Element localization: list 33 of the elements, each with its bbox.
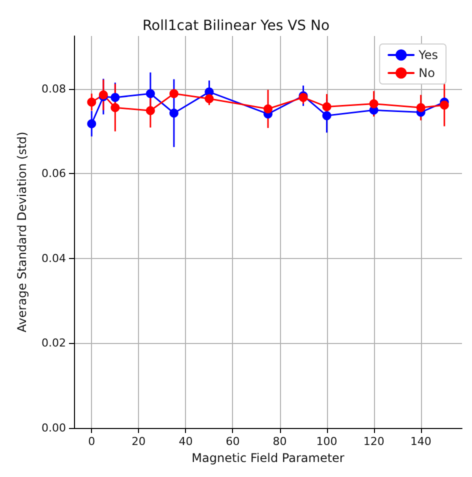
x-tick-label: 0 bbox=[88, 435, 96, 448]
y-tick-label: 0.00 bbox=[42, 422, 66, 434]
point bbox=[87, 119, 96, 128]
point bbox=[146, 106, 155, 116]
point bbox=[322, 102, 332, 112]
x-tick-label: 60 bbox=[226, 435, 240, 448]
point bbox=[169, 108, 178, 118]
point bbox=[369, 99, 378, 108]
point bbox=[169, 89, 178, 98]
x-axis-title: Magnetic Field Parameter bbox=[192, 451, 344, 465]
point bbox=[322, 111, 332, 120]
point bbox=[264, 104, 272, 114]
point bbox=[440, 100, 449, 110]
point bbox=[87, 98, 96, 107]
x-tick-label: 40 bbox=[178, 435, 193, 448]
y-axis-title: Average Standard Deviation (std) bbox=[15, 132, 29, 332]
y-tick-label: 0.04 bbox=[42, 252, 66, 265]
point bbox=[416, 103, 426, 112]
point bbox=[110, 103, 120, 112]
x-tick-label: 140 bbox=[410, 435, 432, 448]
x-tick-label: 20 bbox=[132, 435, 146, 448]
legend-label: No bbox=[418, 66, 435, 80]
x-tick-label: 80 bbox=[272, 435, 287, 448]
chart-title: Roll1cat Bilinear Yes VS No bbox=[142, 18, 330, 34]
y-tick-label: 0.06 bbox=[42, 167, 66, 180]
point bbox=[146, 89, 155, 98]
point bbox=[204, 94, 214, 104]
x-tick-label: 120 bbox=[363, 435, 384, 448]
y-tick-label: 0.08 bbox=[42, 82, 66, 96]
point bbox=[110, 92, 120, 102]
y-tick-label: 0.02 bbox=[42, 336, 66, 350]
legend-label: Yes bbox=[418, 48, 438, 62]
x-tick-label: 100 bbox=[316, 435, 338, 448]
